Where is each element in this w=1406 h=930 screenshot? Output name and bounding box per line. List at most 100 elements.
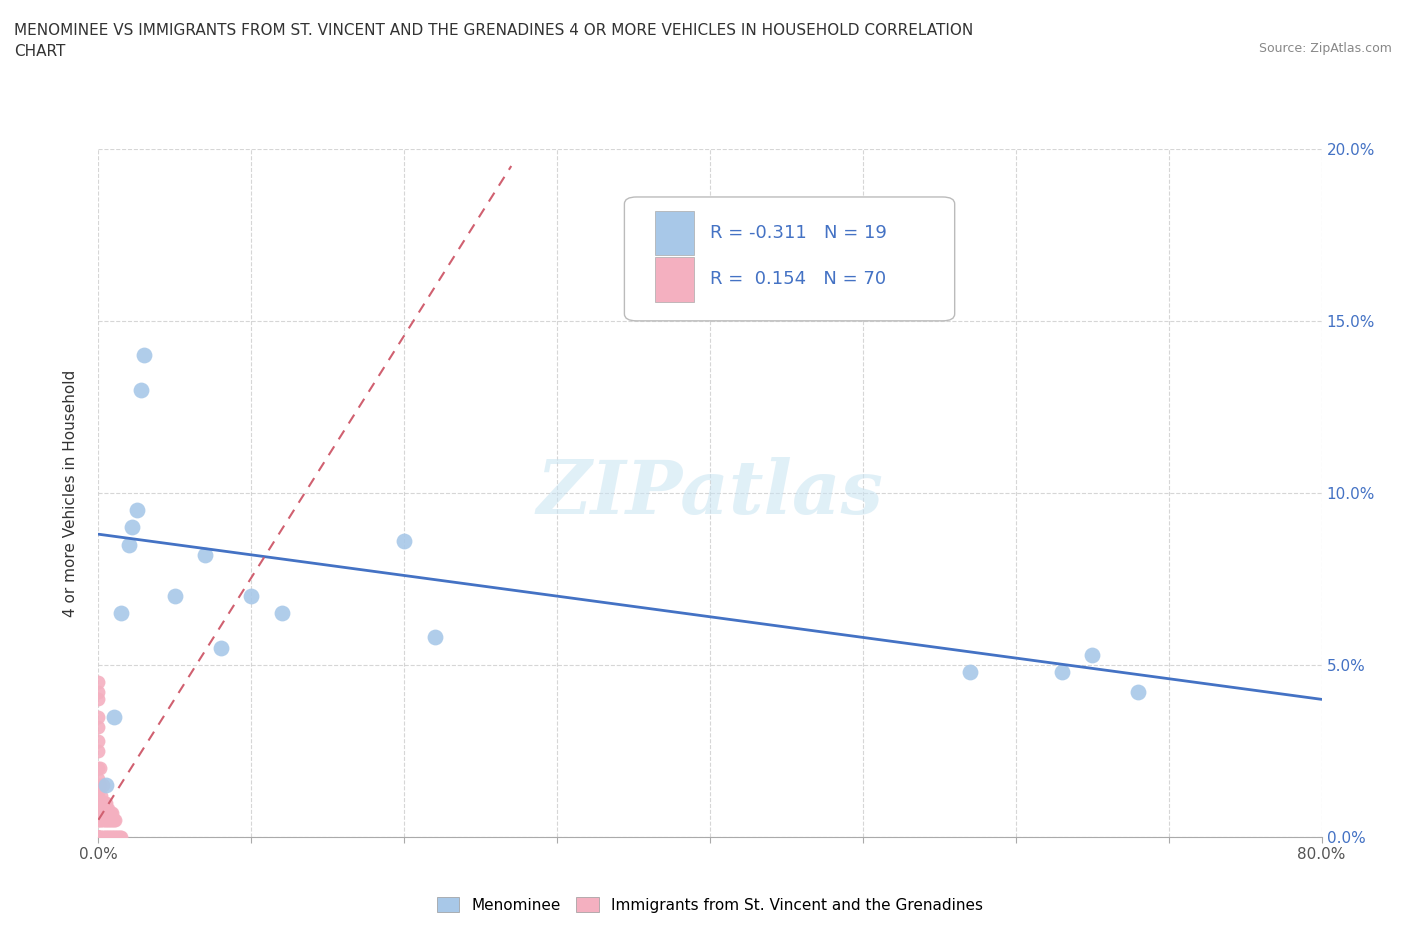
Point xyxy=(103,830,125,844)
Point xyxy=(87,675,110,690)
Point xyxy=(90,795,112,810)
Point xyxy=(93,795,115,810)
Point xyxy=(97,802,120,817)
Point xyxy=(1081,647,1104,662)
Point xyxy=(94,805,117,820)
Point xyxy=(163,589,186,604)
Point xyxy=(90,789,112,804)
Point xyxy=(118,538,141,552)
Point xyxy=(101,805,124,820)
Point xyxy=(87,777,110,792)
Point xyxy=(100,805,122,820)
Point xyxy=(101,830,124,844)
Point xyxy=(93,813,115,828)
Point xyxy=(423,630,446,644)
Point xyxy=(94,795,117,810)
Text: ZIPatlas: ZIPatlas xyxy=(537,457,883,529)
Point xyxy=(129,382,152,397)
Point xyxy=(98,813,121,828)
Point xyxy=(87,830,110,844)
Point xyxy=(87,813,110,828)
Point xyxy=(101,813,124,828)
Point xyxy=(87,802,110,817)
Point xyxy=(91,805,114,820)
Point xyxy=(89,777,111,792)
Point xyxy=(98,830,121,844)
Text: MENOMINEE VS IMMIGRANTS FROM ST. VINCENT AND THE GRENADINES 4 OR MORE VEHICLES I: MENOMINEE VS IMMIGRANTS FROM ST. VINCENT… xyxy=(14,23,973,38)
Point xyxy=(194,548,217,563)
Point xyxy=(105,830,128,844)
Point xyxy=(87,830,110,844)
Point xyxy=(87,830,110,844)
Point xyxy=(100,813,122,828)
Point xyxy=(91,777,114,792)
Point xyxy=(87,771,110,786)
Point xyxy=(107,830,129,844)
Point xyxy=(87,685,110,700)
Point xyxy=(87,830,110,844)
Point xyxy=(87,720,110,735)
Point xyxy=(87,692,110,707)
Point xyxy=(87,830,110,844)
Text: Source: ZipAtlas.com: Source: ZipAtlas.com xyxy=(1258,42,1392,55)
Point xyxy=(87,761,110,776)
Bar xyxy=(655,257,695,301)
Point xyxy=(94,777,117,792)
Point xyxy=(110,830,132,844)
Point xyxy=(100,830,122,844)
Point xyxy=(87,733,110,748)
Point xyxy=(1128,685,1150,700)
Point xyxy=(89,761,111,776)
Y-axis label: 4 or more Vehicles in Household: 4 or more Vehicles in Household xyxy=(63,369,77,617)
Point xyxy=(108,830,131,844)
Point xyxy=(87,795,110,810)
Bar xyxy=(655,211,695,256)
Point xyxy=(104,830,127,844)
Point xyxy=(91,813,114,828)
Text: R = -0.311   N = 19: R = -0.311 N = 19 xyxy=(710,224,887,242)
Point xyxy=(87,830,110,844)
Text: R =  0.154   N = 70: R = 0.154 N = 70 xyxy=(710,271,886,288)
Point xyxy=(89,830,111,844)
Point xyxy=(87,795,110,810)
Point xyxy=(91,795,114,810)
Point xyxy=(240,589,263,604)
Point xyxy=(87,789,110,804)
Point xyxy=(103,710,125,724)
Point xyxy=(1050,664,1073,679)
Point xyxy=(87,710,110,724)
Point xyxy=(94,830,117,844)
Point xyxy=(270,606,292,621)
Point xyxy=(98,805,121,820)
Point xyxy=(90,830,112,844)
Point xyxy=(87,813,110,828)
Point xyxy=(87,744,110,759)
Point xyxy=(209,641,232,656)
Point xyxy=(91,830,114,844)
Point xyxy=(134,348,156,363)
Point xyxy=(959,664,981,679)
Point xyxy=(89,802,111,817)
Point xyxy=(93,805,115,820)
Point xyxy=(87,830,110,844)
Point xyxy=(90,813,112,828)
Point xyxy=(87,805,110,820)
Point xyxy=(104,813,127,828)
Point xyxy=(90,802,112,817)
Point xyxy=(97,830,120,844)
FancyBboxPatch shape xyxy=(624,197,955,321)
Point xyxy=(103,813,125,828)
Point xyxy=(110,606,132,621)
Point xyxy=(125,503,148,518)
Point xyxy=(121,520,143,535)
Point xyxy=(87,795,110,810)
Point xyxy=(93,830,115,844)
Point xyxy=(94,813,117,828)
Legend: Menominee, Immigrants from St. Vincent and the Grenadines: Menominee, Immigrants from St. Vincent a… xyxy=(430,891,990,919)
Point xyxy=(89,813,111,828)
Point xyxy=(392,534,416,549)
Text: CHART: CHART xyxy=(14,44,66,59)
Point xyxy=(89,795,111,810)
Point xyxy=(87,830,110,844)
Point xyxy=(97,813,120,828)
